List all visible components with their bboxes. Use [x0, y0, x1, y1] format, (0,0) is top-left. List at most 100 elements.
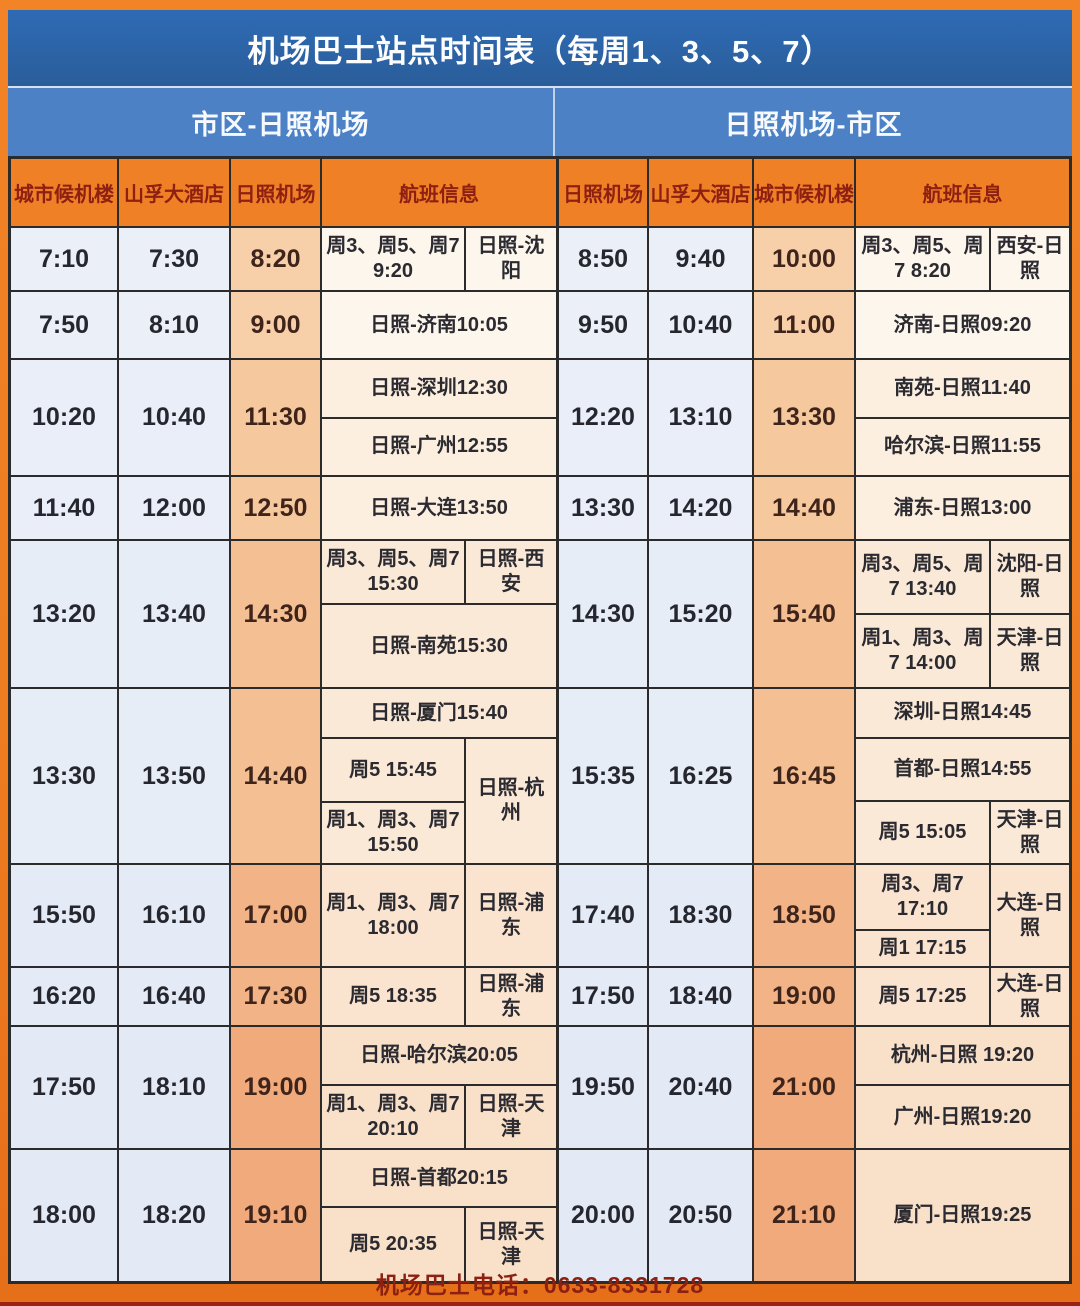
flight-route-cell: 西安-日照 [989, 228, 1069, 290]
direction-header-band: 市区-日照机场 日照机场-市区 [8, 86, 1072, 156]
flight-days-cell: 周1、周3、周7 18:00 [322, 865, 464, 966]
schedule-row: 7:50 8:10 9:00 日照-济南10:05 9:50 10:40 11:… [11, 290, 1069, 358]
schedule-row: 11:40 12:00 12:50 日照-大连13:50 13:30 14:20… [11, 475, 1069, 539]
flight-info-area: 周5 17:25 大连-日照 [854, 968, 1069, 1025]
time-cell: 7:30 [117, 228, 229, 290]
flight-days-cell: 周3、周5、周7 9:20 [322, 228, 464, 290]
flight-route-cell: 日照-深圳12:30 [322, 360, 556, 417]
flight-route-cell: 日照-天津 [464, 1086, 556, 1148]
time-cell: 11:00 [752, 292, 854, 358]
time-cell: 16:40 [117, 968, 229, 1025]
flight-route-cell: 首都-日照14:55 [856, 736, 1069, 801]
flight-route-cell: 日照-济南10:05 [322, 292, 556, 358]
col-header-airport: 日照机场 [559, 159, 647, 226]
right-table-half: 17:50 18:40 19:00 周5 17:25 大连-日照 [556, 968, 1069, 1025]
right-table-half: 8:50 9:40 10:00 周3、周5、周7 8:20 西安-日照 [556, 228, 1069, 290]
time-cell: 15:50 [11, 865, 117, 966]
section-divider [553, 88, 555, 156]
flight-info-area: 南苑-日照11:40 哈尔滨-日照11:55 [854, 360, 1069, 475]
flight-route-cell: 日照-沈阳 [464, 228, 556, 290]
flight-days-cell: 周5 15:45 [322, 739, 464, 801]
time-cell: 15:20 [647, 541, 752, 687]
flight-sub-row: 周3、周5、周7 13:40 沈阳-日照 [856, 541, 1069, 613]
flight-sub-row: 周5 15:45 周1、周3、周7 15:50 日照-杭州 [322, 737, 556, 863]
left-table-half: 7:10 7:30 8:20 周3、周5、周7 9:20 日照-沈阳 [11, 228, 556, 290]
time-cell: 21:10 [752, 1150, 854, 1281]
flight-route-cell: 日照-广州12:55 [322, 416, 556, 475]
left-table-half: 城市候机楼 山孚大酒店 日照机场 航班信息 [11, 159, 556, 226]
col-header-city-terminal: 城市候机楼 [752, 159, 854, 226]
column-header-row: 城市候机楼 山孚大酒店 日照机场 航班信息 日照机场 山孚大酒店 城市候机楼 航… [11, 159, 1069, 226]
right-table-half: 15:35 16:25 16:45 深圳-日照14:45 首都-日照14:55 … [556, 689, 1069, 863]
flight-days-stack: 周5 15:45 周1、周3、周7 15:50 [322, 739, 464, 863]
col-header-airport: 日照机场 [229, 159, 320, 226]
time-cell: 21:00 [752, 1027, 854, 1148]
time-cell: 14:30 [229, 541, 320, 687]
flight-info-area: 周3、周5、周7 9:20 日照-沈阳 [320, 228, 556, 290]
flight-route-cell: 深圳-日照14:45 [856, 689, 1069, 737]
time-cell: 11:30 [229, 360, 320, 475]
flight-days-cell: 周5 18:35 [322, 968, 464, 1025]
flight-route-cell: 大连-日照 [989, 968, 1069, 1025]
flight-days-stack: 周3、周7 17:10 周1 17:15 [856, 865, 989, 966]
time-cell: 13:30 [559, 477, 647, 539]
flight-days-cell: 周3、周5、周7 8:20 [856, 228, 989, 290]
time-cell: 18:10 [117, 1027, 229, 1148]
time-cell: 13:30 [752, 360, 854, 475]
flight-days-cell: 周1 17:15 [856, 928, 989, 966]
time-cell: 20:50 [647, 1150, 752, 1281]
time-cell: 16:45 [752, 689, 854, 863]
left-table-half: 16:20 16:40 17:30 周5 18:35 日照-浦东 [11, 968, 556, 1025]
right-table-half: 9:50 10:40 11:00 济南-日照09:20 [556, 292, 1069, 358]
flight-info-area: 日照-深圳12:30 日照-广州12:55 [320, 360, 556, 475]
left-table-half: 13:20 13:40 14:30 周3、周5、周7 15:30 日照-西安 日… [11, 541, 556, 687]
left-table-half: 15:50 16:10 17:00 周1、周3、周7 18:00 日照-浦东 [11, 865, 556, 966]
flight-route-cell: 日照-西安 [464, 541, 556, 604]
time-cell: 16:20 [11, 968, 117, 1025]
time-cell: 8:50 [559, 228, 647, 290]
flight-route-cell: 日照-浦东 [464, 865, 556, 966]
flight-sub-row: 周1、周3、周7 20:10 日照-天津 [322, 1084, 556, 1148]
flight-sub-row: 周5 20:35 日照-天津 [322, 1206, 556, 1281]
time-cell: 18:50 [752, 865, 854, 966]
flight-info-area: 日照-首都20:15 周5 20:35 日照-天津 [320, 1150, 556, 1281]
flight-info-area: 济南-日照09:20 [854, 292, 1069, 358]
time-cell: 17:00 [229, 865, 320, 966]
right-table-half: 14:30 15:20 15:40 周3、周5、周7 13:40 沈阳-日照 周… [556, 541, 1069, 687]
time-cell: 9:40 [647, 228, 752, 290]
flight-route-cell: 日照-大连13:50 [322, 477, 556, 539]
schedule-row: 7:10 7:30 8:20 周3、周5、周7 9:20 日照-沈阳 8:50 … [11, 226, 1069, 290]
time-cell: 10:40 [117, 360, 229, 475]
flight-route-cell: 日照-杭州 [464, 739, 556, 863]
time-cell: 10:20 [11, 360, 117, 475]
table-container: 机场巴士站点时间表（每周1、3、5、7） 市区-日照机场 日照机场-市区 城市候… [8, 10, 1072, 1284]
time-cell: 16:25 [647, 689, 752, 863]
time-cell: 10:40 [647, 292, 752, 358]
flight-route-cell: 日照-南苑15:30 [322, 603, 556, 687]
time-cell: 14:40 [229, 689, 320, 863]
flight-days-cell: 周5 20:35 [322, 1208, 464, 1281]
col-header-hotel: 山孚大酒店 [647, 159, 752, 226]
time-cell: 9:50 [559, 292, 647, 358]
flight-info-area: 周3、周5、周7 13:40 沈阳-日照 周1、周3、周7 14:00 天津-日… [854, 541, 1069, 687]
bottom-border-line [0, 1302, 1080, 1306]
time-cell: 13:30 [11, 689, 117, 863]
flight-route-cell: 济南-日照09:20 [856, 292, 1069, 358]
time-cell: 20:40 [647, 1027, 752, 1148]
time-cell: 18:20 [117, 1150, 229, 1281]
flight-info-area: 深圳-日照14:45 首都-日照14:55 周5 15:05 天津-日照 [854, 689, 1069, 863]
schedule-row: 15:50 16:10 17:00 周1、周3、周7 18:00 日照-浦东 1… [11, 863, 1069, 966]
time-cell: 19:10 [229, 1150, 320, 1281]
time-cell: 9:00 [229, 292, 320, 358]
time-cell: 12:50 [229, 477, 320, 539]
left-table-half: 18:00 18:20 19:10 日照-首都20:15 周5 20:35 日照… [11, 1150, 556, 1281]
flight-route-cell: 沈阳-日照 [989, 541, 1069, 613]
flight-days-cell: 周3、周7 17:10 [856, 865, 989, 929]
time-cell: 19:50 [559, 1027, 647, 1148]
left-table-half: 10:20 10:40 11:30 日照-深圳12:30 日照-广州12:55 [11, 360, 556, 475]
flight-days-cell: 周1、周3、周7 14:00 [856, 615, 989, 687]
time-cell: 15:35 [559, 689, 647, 863]
time-cell: 15:40 [752, 541, 854, 687]
right-table-half: 17:40 18:30 18:50 周3、周7 17:10 周1 17:15 大… [556, 865, 1069, 966]
time-cell: 14:20 [647, 477, 752, 539]
